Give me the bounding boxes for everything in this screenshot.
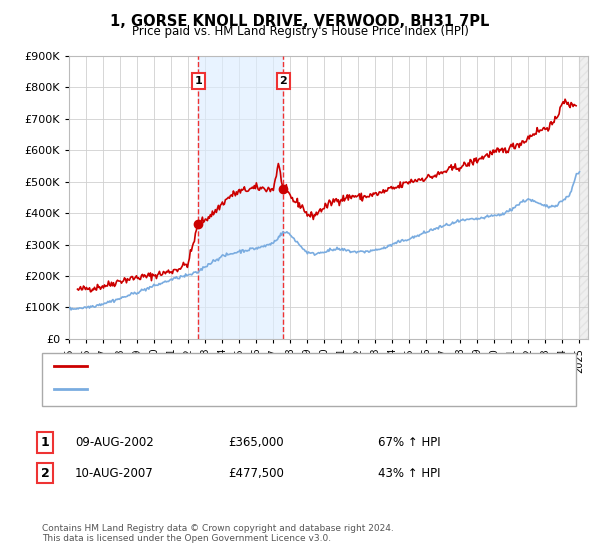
Text: HPI: Average price, detached house, Dorset: HPI: Average price, detached house, Dors…: [93, 384, 320, 394]
Text: Price paid vs. HM Land Registry's House Price Index (HPI): Price paid vs. HM Land Registry's House …: [131, 25, 469, 38]
Bar: [580, 56, 600, 339]
Text: £365,000: £365,000: [228, 436, 284, 449]
Text: 2: 2: [41, 466, 49, 480]
Text: 2: 2: [280, 76, 287, 86]
Text: 67% ↑ HPI: 67% ↑ HPI: [378, 436, 440, 449]
Text: £477,500: £477,500: [228, 466, 284, 480]
Bar: [199, 56, 283, 339]
Text: 10-AUG-2007: 10-AUG-2007: [75, 466, 154, 480]
Text: 1: 1: [194, 76, 202, 86]
Text: Contains HM Land Registry data © Crown copyright and database right 2024.
This d: Contains HM Land Registry data © Crown c…: [42, 524, 394, 543]
Text: 1: 1: [41, 436, 49, 449]
Text: 09-AUG-2002: 09-AUG-2002: [75, 436, 154, 449]
Text: 43% ↑ HPI: 43% ↑ HPI: [378, 466, 440, 480]
Text: 1, GORSE KNOLL DRIVE, VERWOOD, BH31 7PL (detached house): 1, GORSE KNOLL DRIVE, VERWOOD, BH31 7PL …: [93, 361, 428, 371]
Text: 1, GORSE KNOLL DRIVE, VERWOOD, BH31 7PL: 1, GORSE KNOLL DRIVE, VERWOOD, BH31 7PL: [110, 14, 490, 29]
